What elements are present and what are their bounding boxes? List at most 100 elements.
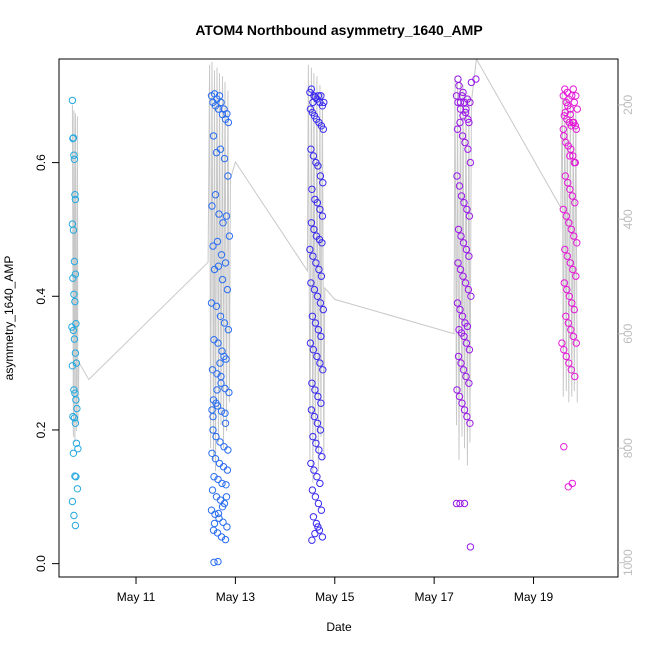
data-point [306, 245, 314, 254]
y-tick-label: 0.2 [34, 421, 48, 438]
data-point [221, 535, 230, 544]
data-point [213, 237, 222, 246]
data-point [73, 404, 81, 413]
data-point [222, 481, 230, 489]
data-point [456, 305, 464, 314]
data-point [455, 82, 463, 90]
data-point [564, 102, 572, 110]
data-point [318, 533, 327, 541]
data-point [314, 392, 322, 401]
data-point [455, 392, 464, 401]
chart-title: ATOM4 Northbound asymmetry_1640_AMP [195, 22, 482, 38]
data-point [460, 499, 469, 508]
data-point [308, 185, 316, 194]
data-point [316, 479, 324, 488]
data-point [314, 92, 323, 100]
data-point [68, 497, 77, 506]
data-point [71, 297, 79, 306]
data-point [211, 191, 220, 199]
data-point [225, 232, 234, 240]
series-1 [68, 96, 82, 530]
data-point [472, 75, 480, 83]
data-point [69, 274, 77, 282]
data-point [313, 352, 321, 361]
data-point [562, 352, 570, 361]
y-tick-label: 0.0 [34, 555, 48, 572]
data-point [316, 299, 325, 307]
data-point [69, 134, 78, 142]
data-point [218, 479, 226, 488]
data-point [561, 172, 569, 180]
data-point [461, 279, 470, 287]
data-point [466, 98, 474, 107]
data-point [207, 299, 216, 307]
data-point [570, 232, 578, 240]
data-point [572, 339, 580, 347]
data-point [565, 292, 573, 300]
right-tick-label: 200 [621, 94, 635, 114]
data-point [462, 372, 470, 381]
data-point [561, 245, 569, 254]
data-point [465, 346, 474, 354]
data-point [214, 509, 223, 518]
data-point [215, 210, 223, 218]
data-point [218, 503, 227, 511]
data-point [220, 319, 229, 327]
data-point [460, 199, 468, 207]
x-tick-label: May 19 [514, 590, 554, 604]
data-point [319, 366, 327, 374]
data-point [571, 372, 579, 381]
data-point [307, 219, 316, 227]
data-point [319, 179, 327, 187]
data-point [313, 199, 322, 207]
data-point [72, 439, 81, 447]
data-point [465, 212, 474, 220]
data-point [560, 443, 568, 451]
data-point [224, 326, 233, 334]
data-point [566, 110, 574, 119]
data-point [558, 339, 566, 347]
data-point [567, 326, 575, 334]
data-point [317, 399, 325, 407]
data-point [565, 219, 573, 227]
data-point [571, 199, 579, 207]
x-tick-label: May 13 [216, 590, 256, 604]
data-point [209, 242, 217, 250]
data-point [457, 359, 465, 367]
data-point [465, 379, 473, 387]
data-point [217, 251, 226, 259]
data-point [458, 92, 466, 100]
data-point [223, 523, 231, 531]
data-point [216, 438, 224, 446]
data-point [212, 399, 220, 407]
data-point [569, 265, 577, 274]
data-point [70, 151, 78, 159]
data-point [208, 449, 216, 457]
data-point [71, 195, 80, 204]
data-point [210, 519, 219, 528]
data-point [569, 332, 577, 341]
data-point [71, 521, 80, 530]
data-point [314, 523, 322, 531]
data-point [214, 475, 222, 484]
data-point [313, 473, 321, 481]
data-point [314, 326, 323, 334]
series-4 [452, 75, 480, 551]
right-tick-label: 400 [621, 209, 635, 229]
data-point [458, 399, 466, 407]
data-point [572, 272, 580, 280]
data-point [308, 312, 317, 320]
data-point [316, 205, 324, 214]
data-point [70, 414, 79, 422]
x-axis-label: Date [326, 620, 352, 634]
data-point [457, 192, 466, 200]
data-point [569, 152, 577, 160]
data-point [465, 118, 473, 127]
data-point [223, 466, 232, 474]
data-points-layer [68, 75, 581, 566]
data-point [213, 529, 222, 537]
data-point [462, 105, 470, 113]
y-tick-label: 0.6 [34, 154, 48, 171]
data-point [68, 323, 76, 331]
y-tick-label: 0.4 [34, 288, 48, 305]
